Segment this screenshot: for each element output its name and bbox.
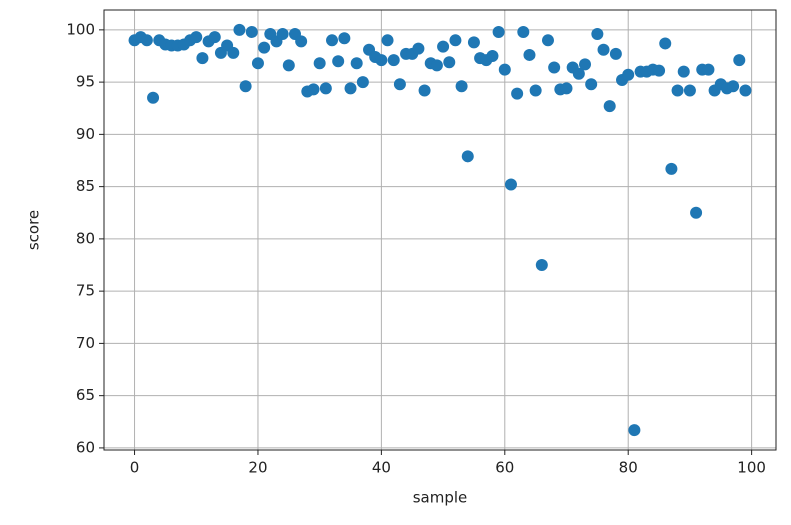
point [258, 41, 271, 54]
point [733, 54, 746, 67]
point [338, 32, 351, 45]
point [276, 28, 289, 41]
point [381, 34, 394, 47]
y-tick-label: 90 [76, 125, 95, 143]
point [393, 78, 406, 91]
point [443, 56, 456, 69]
point [344, 82, 357, 95]
point [326, 34, 339, 47]
point [677, 65, 690, 78]
point [535, 259, 548, 272]
point [295, 35, 308, 48]
y-tick-label: 70 [76, 334, 95, 352]
x-axis-label: sample [413, 489, 468, 507]
point [467, 36, 480, 49]
point [412, 42, 425, 55]
point [486, 49, 499, 62]
point [449, 34, 462, 47]
point [190, 31, 203, 44]
point [140, 34, 153, 47]
point [739, 84, 752, 97]
point [517, 25, 530, 38]
point [585, 78, 598, 91]
point [498, 63, 511, 76]
point [597, 43, 610, 56]
x-tick-label: 0 [130, 459, 140, 477]
point [671, 84, 684, 97]
point [529, 84, 542, 97]
point [560, 82, 573, 95]
point [548, 61, 561, 74]
y-axis-label: score [25, 210, 43, 250]
point [245, 25, 258, 38]
point [603, 100, 616, 113]
point [523, 48, 536, 61]
point [251, 57, 264, 70]
point [196, 52, 209, 65]
point [541, 34, 554, 47]
plot-frame [103, 9, 777, 451]
point [511, 87, 524, 100]
point [455, 80, 468, 93]
point [653, 64, 666, 77]
y-tick-label: 100 [66, 20, 95, 38]
point [319, 82, 332, 95]
point [579, 58, 592, 71]
point [332, 55, 345, 68]
y-tick-label: 95 [76, 73, 95, 91]
point [504, 178, 517, 191]
point [208, 31, 221, 44]
x-tick-label: 80 [619, 459, 638, 477]
x-tick-label: 60 [495, 459, 514, 477]
point [239, 80, 252, 93]
y-tick-label: 75 [76, 282, 95, 300]
y-tick-label: 60 [76, 438, 95, 456]
x-tick-label: 100 [737, 459, 766, 477]
point [702, 63, 715, 76]
point [307, 83, 320, 96]
point [492, 25, 505, 38]
point [659, 37, 672, 50]
point [350, 57, 363, 70]
y-tick-label: 80 [76, 229, 95, 247]
point [356, 76, 369, 89]
point [622, 68, 635, 81]
point [683, 84, 696, 97]
point [591, 28, 604, 41]
y-tick-label: 65 [76, 386, 95, 404]
point [727, 80, 740, 93]
point [430, 59, 443, 72]
point [387, 54, 400, 67]
point [690, 206, 703, 219]
point [461, 150, 474, 163]
x-tick-label: 20 [248, 459, 267, 477]
point [437, 40, 450, 53]
point [628, 424, 641, 437]
point [418, 84, 431, 97]
point [313, 57, 326, 70]
y-tick-label: 85 [76, 177, 95, 195]
point [282, 59, 295, 72]
point [572, 67, 585, 80]
x-tick-label: 40 [372, 459, 391, 477]
point [375, 54, 388, 67]
point [665, 162, 678, 175]
point [227, 46, 240, 59]
point [609, 47, 622, 60]
point [147, 91, 160, 104]
point [233, 23, 246, 36]
